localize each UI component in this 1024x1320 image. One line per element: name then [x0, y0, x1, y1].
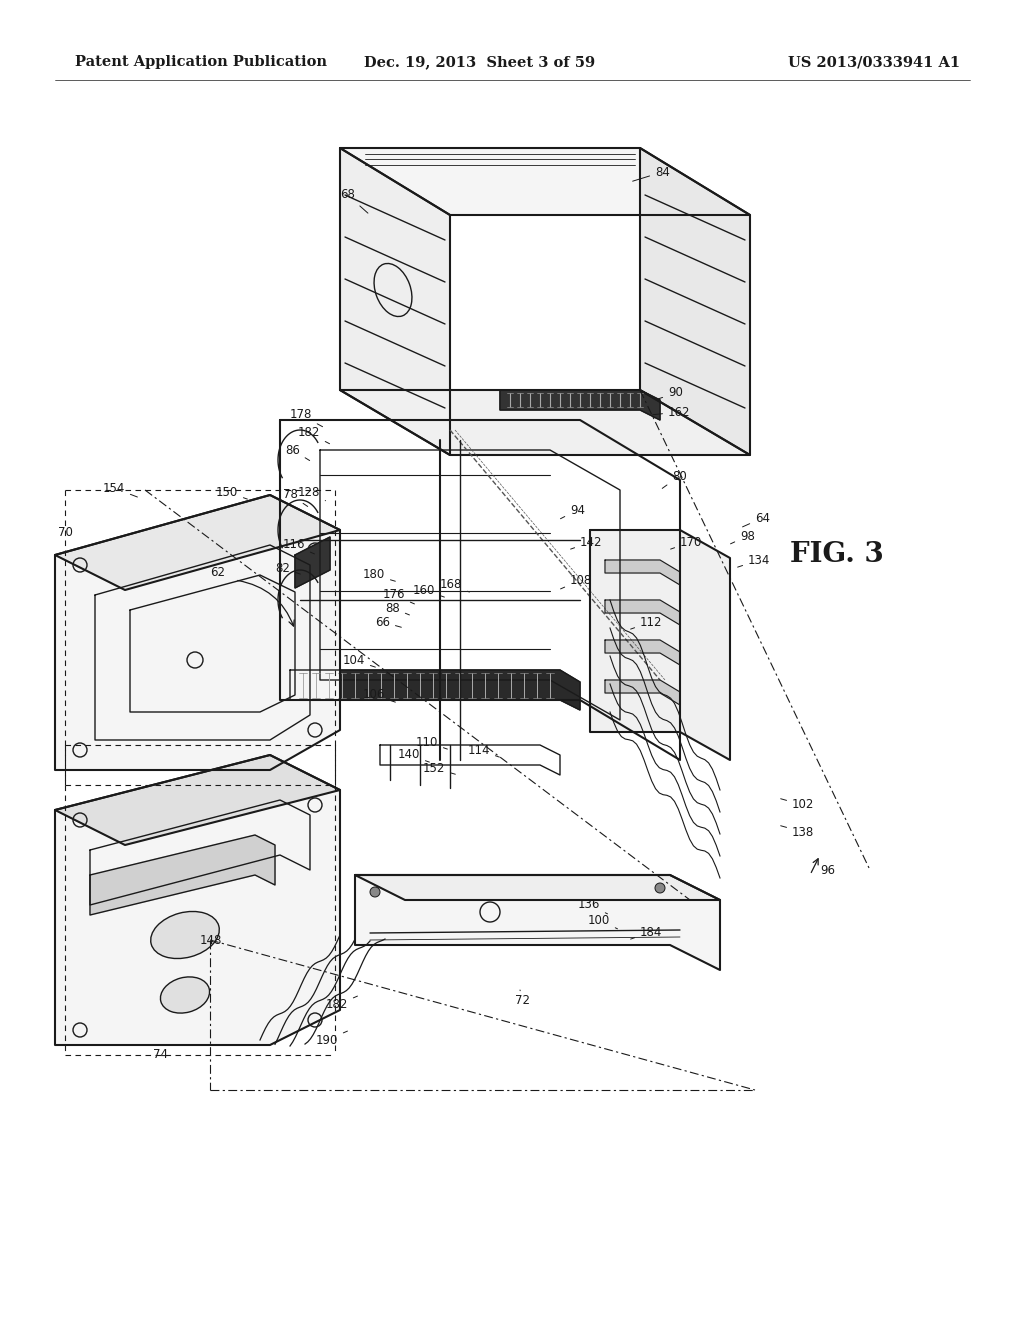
Polygon shape [605, 560, 680, 585]
Text: 104: 104 [343, 653, 376, 667]
Polygon shape [295, 537, 330, 587]
Text: 148: 148 [200, 933, 222, 946]
Text: 64: 64 [742, 511, 770, 527]
Text: 62: 62 [210, 565, 225, 578]
Text: 134: 134 [737, 553, 770, 568]
Text: FIG. 3: FIG. 3 [790, 541, 884, 569]
Polygon shape [605, 640, 680, 665]
Text: 190: 190 [315, 1031, 347, 1047]
Text: 90: 90 [657, 387, 683, 400]
Polygon shape [605, 601, 680, 624]
Text: 114: 114 [468, 743, 500, 758]
Text: 96: 96 [820, 863, 835, 876]
Text: Dec. 19, 2013  Sheet 3 of 59: Dec. 19, 2013 Sheet 3 of 59 [365, 55, 596, 69]
Circle shape [370, 887, 380, 898]
Text: 140: 140 [397, 748, 429, 762]
Text: 66: 66 [375, 615, 401, 628]
Text: 184: 184 [631, 925, 663, 939]
Text: 178: 178 [290, 408, 323, 426]
Text: 82: 82 [275, 561, 300, 574]
Polygon shape [355, 875, 720, 900]
Text: 142: 142 [570, 536, 602, 549]
Text: 180: 180 [362, 569, 395, 582]
Text: 128: 128 [298, 486, 326, 500]
Polygon shape [355, 875, 720, 970]
Text: 78: 78 [283, 488, 307, 507]
Text: 74: 74 [153, 1048, 168, 1061]
Polygon shape [640, 148, 750, 455]
Text: 68: 68 [340, 189, 368, 213]
Polygon shape [55, 495, 340, 590]
Ellipse shape [151, 911, 219, 958]
Text: 70: 70 [58, 525, 73, 539]
Polygon shape [340, 148, 750, 215]
Text: 112: 112 [631, 615, 663, 630]
Text: 168: 168 [439, 578, 469, 591]
Text: 162: 162 [652, 405, 690, 418]
Text: US 2013/0333941 A1: US 2013/0333941 A1 [787, 55, 961, 69]
Polygon shape [55, 495, 340, 770]
Text: 106: 106 [362, 689, 395, 702]
Text: 182: 182 [326, 997, 357, 1011]
Text: Patent Application Publication: Patent Application Publication [75, 55, 327, 69]
Text: 150: 150 [216, 486, 248, 499]
Text: 154: 154 [102, 482, 137, 498]
Circle shape [655, 883, 665, 894]
Polygon shape [55, 755, 340, 845]
Text: 182: 182 [298, 426, 330, 444]
Text: 152: 152 [423, 762, 456, 775]
Polygon shape [605, 680, 680, 705]
Polygon shape [290, 671, 580, 710]
Text: 116: 116 [283, 539, 314, 554]
Polygon shape [90, 836, 275, 915]
Text: 170: 170 [671, 536, 702, 549]
Text: 88: 88 [385, 602, 410, 615]
Polygon shape [500, 389, 660, 420]
Text: 102: 102 [780, 799, 814, 812]
Text: 72: 72 [515, 990, 530, 1006]
Text: 100: 100 [588, 913, 617, 929]
Polygon shape [55, 755, 340, 1045]
Text: 176: 176 [383, 589, 415, 605]
Polygon shape [590, 531, 730, 760]
Text: 136: 136 [578, 899, 607, 913]
Text: 110: 110 [416, 735, 447, 748]
Text: 80: 80 [663, 470, 687, 488]
Text: 108: 108 [560, 573, 592, 589]
Text: 138: 138 [780, 825, 814, 838]
Text: 98: 98 [730, 529, 755, 544]
Text: 160: 160 [413, 583, 444, 597]
Ellipse shape [161, 977, 210, 1012]
Text: 86: 86 [285, 444, 309, 461]
Text: 94: 94 [560, 503, 585, 519]
Polygon shape [340, 389, 750, 455]
Text: 84: 84 [633, 165, 670, 181]
Polygon shape [340, 148, 450, 455]
